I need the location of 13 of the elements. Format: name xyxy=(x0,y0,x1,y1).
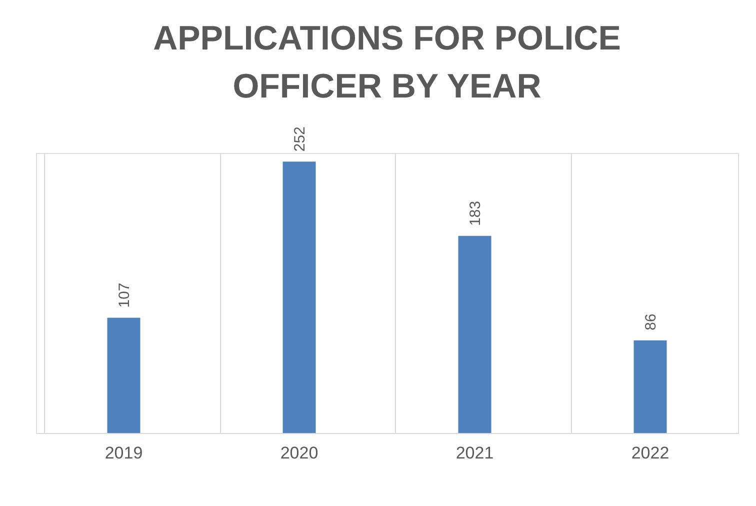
x-tick-label: 2022 xyxy=(631,444,670,462)
bar xyxy=(634,340,667,433)
bar xyxy=(107,318,140,433)
x-tick-label: 2019 xyxy=(104,444,143,462)
bar xyxy=(282,162,316,433)
data-label: 86 xyxy=(642,314,660,330)
data-label: 252 xyxy=(291,126,308,152)
data-label: 183 xyxy=(466,200,484,226)
data-label: 107 xyxy=(116,282,133,308)
x-tick-label: 2020 xyxy=(280,444,318,462)
bar xyxy=(458,236,492,433)
x-tick-label: 2021 xyxy=(456,444,494,462)
chart-title: APPLICATIONS FOR POLICE OFFICER BY YEAR xyxy=(153,20,621,106)
